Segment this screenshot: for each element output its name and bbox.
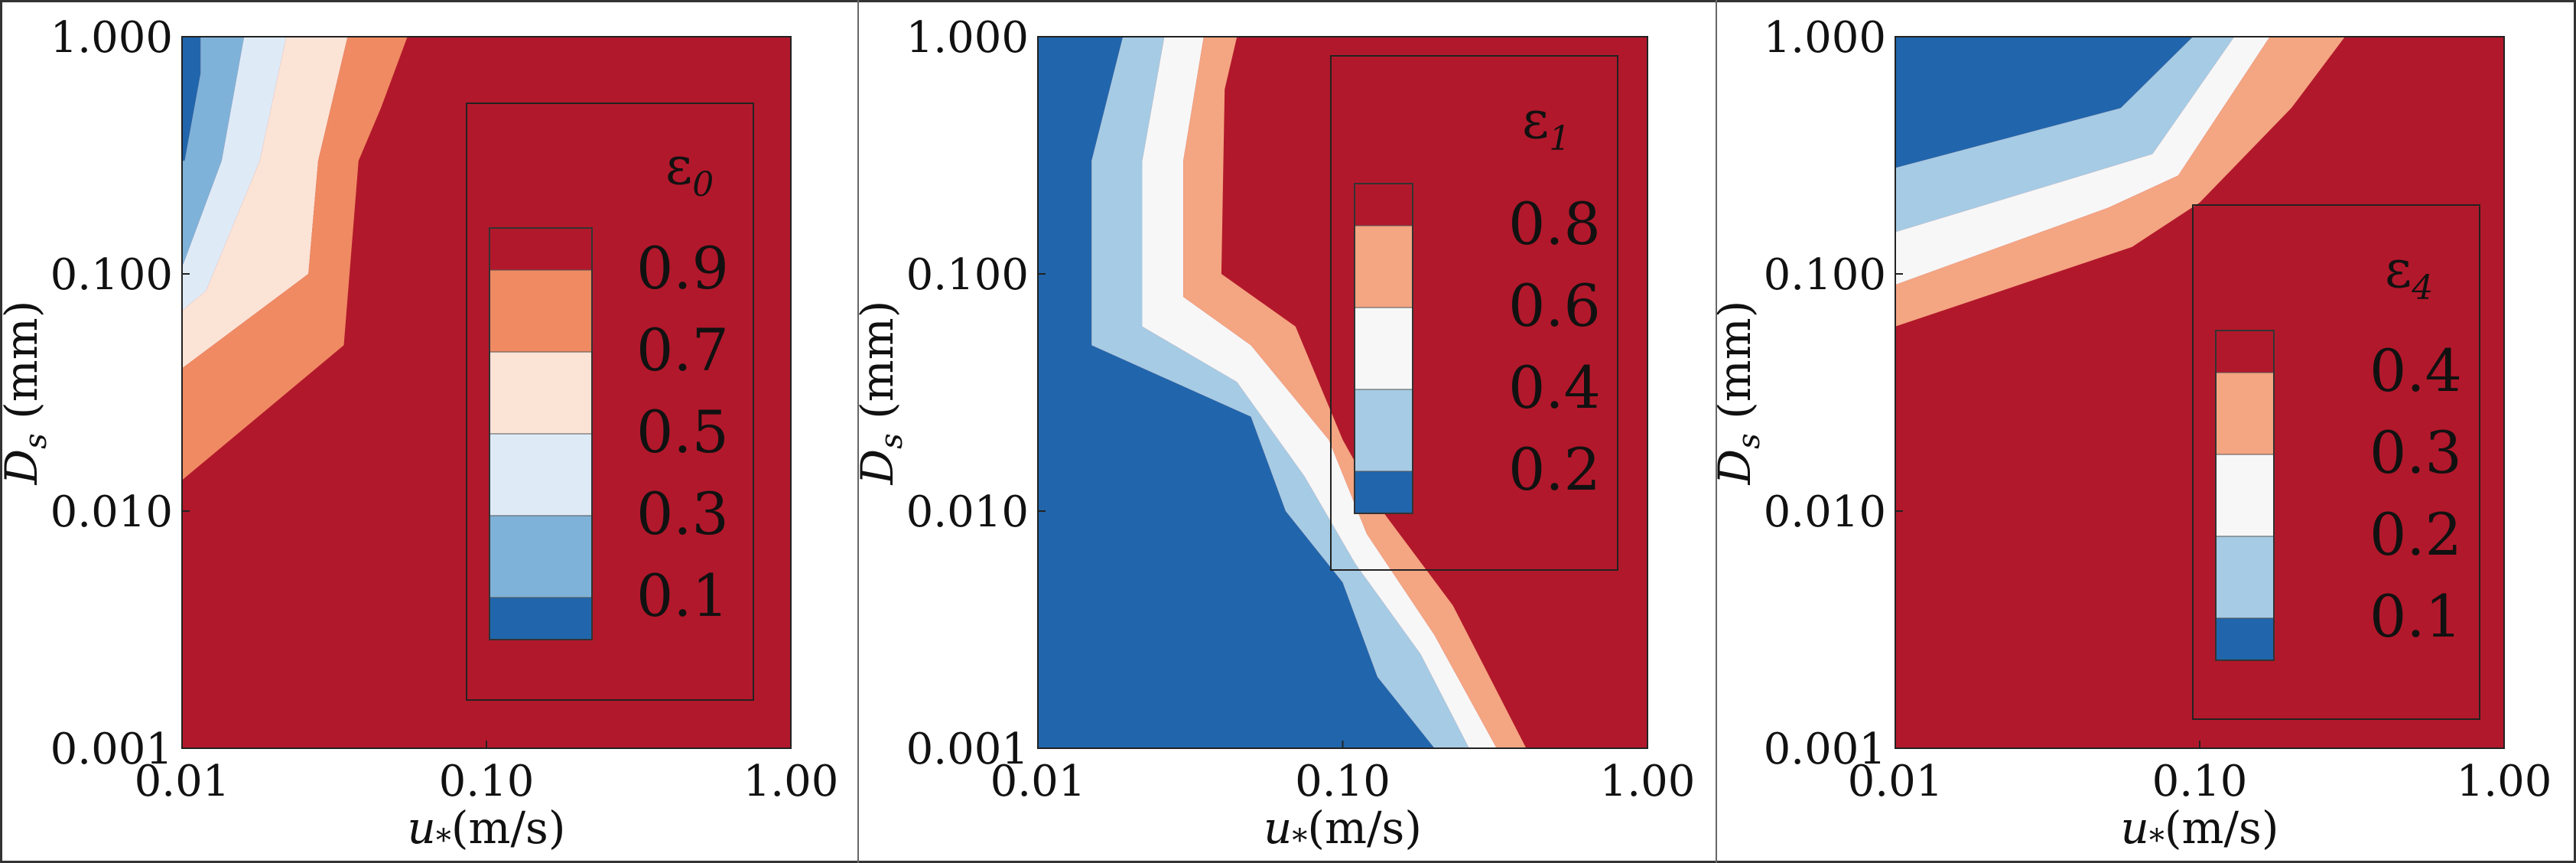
contour-region-4 [1895, 37, 2345, 327]
y-tick-label: 1.000 [906, 13, 1029, 63]
y-tick-label: 0.100 [50, 250, 173, 300]
legend-label-3: 0.5 [636, 398, 729, 466]
panel-2: 0.001 0.010 0.100 1.000 0.01 0.10 1.00 u*(m/s) D… [851, 13, 1695, 858]
legend-title: ε4 [2385, 239, 2433, 308]
contour-region-2 [182, 37, 245, 265]
legend-swatch-3 [1354, 307, 1413, 390]
legend-label-3: 0.2 [2369, 500, 2462, 568]
x-tick-label: 0.01 [990, 757, 1086, 806]
x-tick-label: 1.00 [2457, 757, 2552, 806]
x-tick-label: 0.01 [1848, 757, 1943, 806]
y-tick-label: 0.010 [1764, 487, 1886, 537]
legend-label-1: 0.8 [1508, 190, 1601, 258]
contour-region-2 [1895, 37, 2235, 233]
legend-label-4: 0.1 [2369, 582, 2462, 650]
legend-swatch-4 [489, 433, 593, 516]
y-tick-label: 0.001 [50, 725, 173, 774]
legend-box [2192, 204, 2480, 720]
x-tick-label: 0.10 [2152, 757, 2248, 806]
x-tick-label: 0.01 [135, 757, 230, 806]
legend-swatch-4 [2215, 536, 2275, 619]
legend-label-2: 0.7 [636, 316, 729, 384]
legend-swatch-1 [2215, 330, 2275, 373]
legend-title: ε1 [1522, 90, 1570, 158]
panel-1: 0.001 0.010 0.100 1.000 0.01 0.10 1.00 u*(m/s) D… [0, 13, 838, 858]
legend-box [466, 103, 754, 701]
legend-box [1330, 55, 1618, 571]
x-tick-label: 1.00 [1600, 757, 1696, 806]
x-tick-label: 0.10 [439, 757, 535, 806]
legend-swatch-3 [2215, 454, 2275, 537]
contour-region-1 [1038, 37, 1435, 748]
x-tick-label: 0.10 [1295, 757, 1390, 806]
y-tick-label: 0.010 [50, 487, 173, 537]
legend-label-3: 0.4 [1508, 353, 1601, 422]
x-tick-label: 1.00 [743, 757, 839, 806]
legend-label-2: 0.3 [2369, 418, 2462, 487]
legend-swatch-1 [489, 227, 593, 271]
legend-title: ε0 [665, 136, 714, 204]
y-tick-label: 0.001 [1764, 725, 1886, 774]
y-tick-label: 0.100 [1764, 250, 1886, 300]
legend-label-1: 0.4 [2369, 337, 2462, 405]
contour-region-2 [1091, 37, 1469, 748]
legend-label-4: 0.3 [636, 480, 729, 548]
legend-swatch-3 [489, 351, 593, 435]
y-axis-label: Ds (mm) [0, 301, 54, 486]
legend-label-5: 0.1 [636, 562, 729, 630]
y-axis-label: Ds (mm) [1709, 301, 1767, 486]
x-axis-label: u*(m/s) [2121, 802, 2279, 858]
legend-swatch-1 [1354, 183, 1413, 226]
y-tick-label: 0.001 [906, 725, 1029, 774]
legend-swatch-5 [2215, 617, 2275, 661]
y-tick-label: 0.100 [906, 250, 1029, 300]
legend-label-1: 0.9 [636, 234, 729, 302]
legend-colorbar-frame [1354, 183, 1413, 514]
panel-3: 0.001 0.010 0.100 1.000 0.01 0.10 1.00 u*(m/s) D… [1709, 13, 2552, 858]
contour-region-4 [1183, 37, 1527, 748]
legend-label-4: 0.2 [1508, 435, 1601, 503]
y-tick-label: 1.000 [1764, 13, 1886, 63]
legend-swatch-2 [2215, 372, 2275, 455]
contour-region-3 [1895, 37, 2270, 285]
legend-colorbar-frame [2215, 330, 2275, 661]
legend-swatch-6 [489, 597, 593, 640]
legend-swatch-4 [1354, 389, 1413, 472]
legend-label-2: 0.6 [1508, 272, 1601, 340]
contour-region-4 [182, 37, 348, 369]
x-axis-label: u*(m/s) [408, 802, 566, 858]
contour-region-3 [1142, 37, 1497, 748]
x-axis-label: u*(m/s) [1264, 802, 1422, 858]
contour-region-5 [182, 37, 408, 480]
y-tick-label: 1.000 [50, 13, 173, 63]
y-tick-label: 0.010 [906, 487, 1029, 537]
panels: 0.001 0.010 0.100 1.000 0.01 0.10 1.00 u*(m/s) D… [0, 13, 2552, 858]
legend-swatch-2 [489, 269, 593, 353]
contour-region-3 [182, 37, 287, 311]
legend-swatch-5 [489, 515, 593, 598]
contour-region-1 [1895, 37, 2194, 168]
legend-swatch-5 [1354, 471, 1413, 514]
legend-colorbar-frame [489, 227, 593, 640]
y-axis-label: Ds (mm) [851, 301, 909, 486]
legend-swatch-2 [1354, 225, 1413, 308]
contour-region-1 [182, 37, 201, 161]
